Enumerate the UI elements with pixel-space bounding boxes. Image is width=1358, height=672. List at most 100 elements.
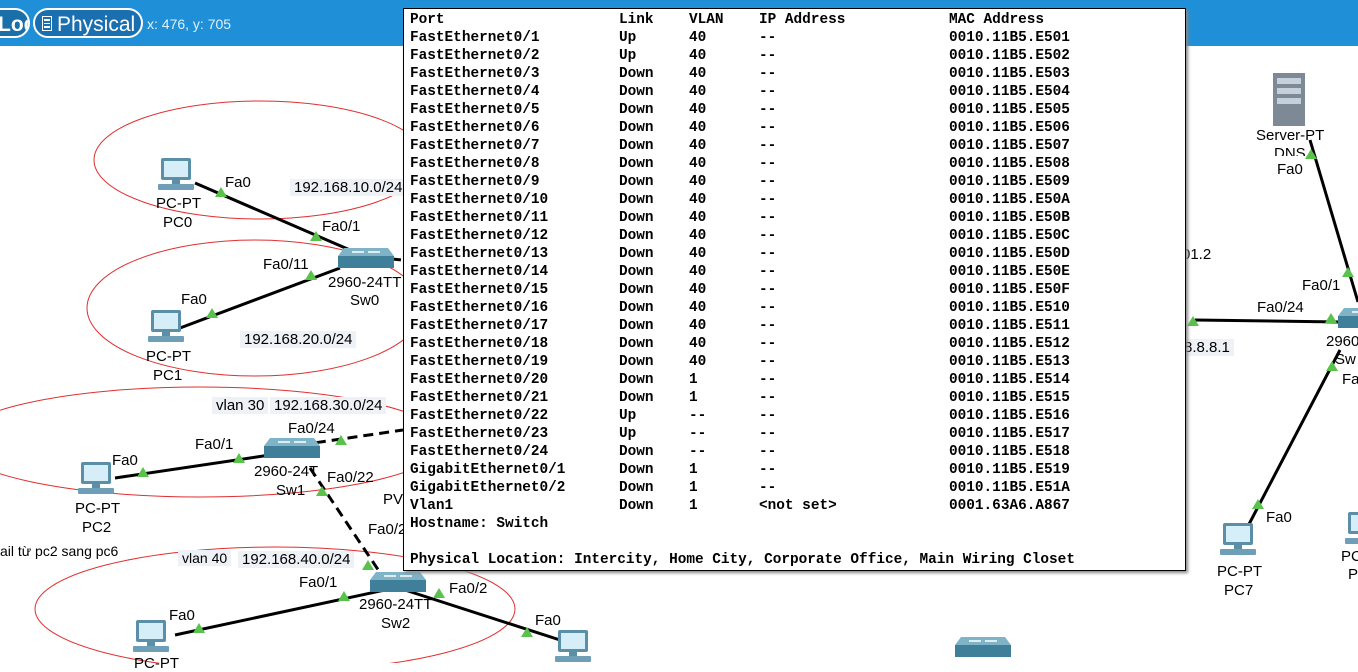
vlan10-network-note[interactable]: 192.168.10.0/24 [290, 179, 407, 196]
sw1-name-label[interactable]: Sw1 [276, 482, 306, 499]
cell-ip: <not set> [759, 498, 837, 514]
vlan30-network-note[interactable]: 192.168.30.0/24 [270, 397, 387, 414]
sw1-type-label: 2960-24T [254, 463, 319, 480]
cell-link: Up [619, 408, 637, 424]
link-pc7-sw[interactable] [1245, 349, 1342, 529]
sw0-fa01-label: Fa0/1 [322, 218, 361, 235]
cell-ip: -- [759, 66, 777, 82]
cell-mac: 0010.11B5.E505 [949, 102, 1070, 118]
cell-mac: 0010.11B5.E515 [949, 390, 1070, 406]
pc1-port-label: Fa0 [181, 291, 207, 308]
table-row: FastEthernet0/5 Down 40 -- 0010.11B5.E505 [404, 101, 1184, 119]
pc-icon[interactable] [133, 620, 169, 652]
cell-link: Down [619, 210, 654, 226]
cell-ip: -- [759, 192, 777, 208]
pc7-name-label[interactable]: PC7 [1224, 582, 1254, 599]
cell-vlan: 40 [689, 138, 707, 154]
cell-link: Down [619, 102, 654, 118]
cell-link: Down [619, 498, 654, 514]
cell-port: FastEthernet0/8 [410, 156, 540, 172]
cell-vlan: -- [689, 426, 707, 442]
switch-icon[interactable] [263, 437, 321, 459]
cell-ip: -- [759, 336, 777, 352]
cell-mac: 0010.11B5.E50D [949, 246, 1070, 262]
cell-vlan: 40 [689, 48, 707, 64]
pc2-name-label[interactable]: PC2 [82, 519, 112, 536]
canvas-note[interactable]: ail từ pc2 sang pc6 [0, 543, 119, 559]
table-row: FastEthernet0/3 Down 40 -- 0010.11B5.E503 [404, 65, 1184, 83]
pc1-name-label[interactable]: PC1 [153, 367, 183, 384]
port-status-popup: Port Link VLAN IP Address MAC Address Fa… [403, 8, 1186, 571]
vlan40-network-note[interactable]: 192.168.40.0/24 [238, 551, 355, 568]
cell-vlan: 40 [689, 120, 707, 136]
table-row: GigabitEthernet0/1 Down 1 -- 0010.11B5.E519 [404, 461, 1184, 479]
sw0-name-label[interactable]: Sw0 [350, 292, 380, 309]
header-link: Link [619, 12, 654, 28]
switch-icon[interactable] [369, 571, 427, 593]
table-row: FastEthernet0/19 Down 40 -- 0010.11B5.E513 [404, 353, 1184, 371]
cell-vlan: 40 [689, 354, 707, 370]
pc0-type-label: PC-PT [156, 195, 201, 212]
logical-mode-button[interactable]: Logical [0, 8, 30, 38]
cell-link: Down [619, 156, 654, 172]
cell-link: Down [619, 192, 654, 208]
sw-right-fa01-label: Fa0/1 [1302, 277, 1341, 294]
physical-location-line: Physical Location: Intercity, Home City,… [410, 552, 1075, 568]
cell-vlan: 40 [689, 84, 707, 100]
cell-mac: 0010.11B5.E516 [949, 408, 1070, 424]
cell-mac: 0010.11B5.E50B [949, 210, 1070, 226]
server-icon[interactable] [1273, 73, 1305, 126]
link-router-sw[interactable] [1194, 318, 1341, 324]
sw1-fa01-label: Fa0/1 [195, 436, 234, 453]
pc-right-name-label[interactable]: P [1348, 566, 1358, 583]
cell-ip: -- [759, 138, 777, 154]
pc-icon[interactable] [555, 630, 591, 662]
pc7-port-label: Fa0 [1266, 509, 1292, 526]
dns-ip-note[interactable]: 8.8.8.1 [1180, 339, 1234, 356]
link-sw2-pc[interactable] [404, 588, 561, 642]
pc0-name-label[interactable]: PC0 [163, 214, 193, 231]
link-sw1-sw2[interactable] [308, 467, 387, 581]
cell-link: Up [619, 48, 637, 64]
cell-ip: -- [759, 444, 777, 460]
server-name-label[interactable]: DNS [1274, 145, 1306, 156]
vlan10-area [93, 100, 427, 220]
pc-icon[interactable] [1220, 523, 1256, 555]
cell-port: FastEthernet0/2 [410, 48, 540, 64]
cell-ip: -- [759, 156, 777, 172]
sw2-fa01-label: Fa0/1 [299, 574, 338, 591]
vlan20-network-note[interactable]: 192.168.20.0/24 [240, 331, 357, 348]
cell-vlan: -- [689, 444, 707, 460]
cell-link: Down [619, 138, 654, 154]
link-pc-sw2[interactable] [174, 588, 386, 637]
sw-right-type-label: 2960 [1326, 333, 1358, 350]
cell-vlan: 40 [689, 318, 707, 334]
link-pc2-sw1[interactable] [114, 453, 271, 480]
port-up-icon [1325, 313, 1337, 323]
table-row: FastEthernet0/13 Down 40 -- 0010.11B5.E50D [404, 245, 1184, 263]
cell-vlan: 40 [689, 156, 707, 172]
table-row: FastEthernet0/6 Down 40 -- 0010.11B5.E506 [404, 119, 1184, 137]
pc2-type-label: PC-PT [75, 500, 120, 517]
switch-icon[interactable] [954, 636, 1012, 658]
pc-icon[interactable] [1345, 512, 1358, 544]
switch-icon[interactable] [1337, 307, 1358, 329]
table-row: FastEthernet0/7 Down 40 -- 0010.11B5.E507 [404, 137, 1184, 155]
vlan40-note[interactable]: vlan 40 [178, 550, 232, 566]
switch-icon[interactable] [337, 247, 395, 269]
sw2-name-label[interactable]: Sw2 [381, 615, 411, 632]
sw-right-name-label[interactable]: Sw [1335, 351, 1356, 368]
cell-mac: 0010.11B5.E503 [949, 66, 1070, 82]
physical-mode-button[interactable]: Physical [33, 8, 143, 38]
vlan30-note[interactable]: vlan 30 [212, 397, 269, 414]
server-type-label: Server-PT [1256, 127, 1325, 144]
cell-port: GigabitEthernet0/2 [410, 480, 566, 496]
pc-icon[interactable] [158, 158, 194, 190]
cell-link: Down [619, 336, 654, 352]
pc-icon[interactable] [148, 310, 184, 342]
pc-bottom-mid-port-label: Fa0 [535, 612, 561, 629]
pc-icon[interactable] [78, 462, 114, 494]
cell-ip: -- [759, 318, 777, 334]
cell-ip: -- [759, 480, 777, 496]
